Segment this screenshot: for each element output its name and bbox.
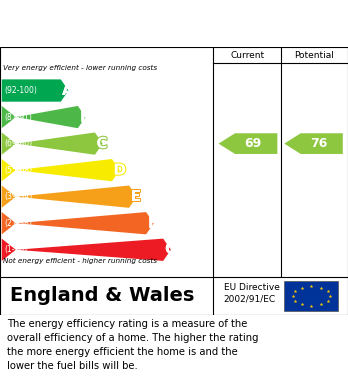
Text: Potential: Potential: [294, 51, 334, 60]
Text: B: B: [79, 109, 91, 125]
Text: EU Directive
2002/91/EC: EU Directive 2002/91/EC: [224, 283, 280, 303]
Text: Very energy efficient - lower running costs: Very energy efficient - lower running co…: [3, 65, 158, 71]
Text: (39-54): (39-54): [4, 192, 32, 201]
Polygon shape: [284, 133, 343, 154]
Text: Energy Efficiency Rating: Energy Efficiency Rating: [10, 15, 239, 33]
Text: B: B: [79, 109, 91, 125]
Text: (55-68): (55-68): [4, 166, 32, 175]
Text: England & Wales: England & Wales: [10, 287, 195, 305]
Polygon shape: [2, 106, 86, 128]
Polygon shape: [2, 133, 103, 155]
Text: The energy efficiency rating is a measure of the
overall efficiency of a home. T: The energy efficiency rating is a measur…: [7, 319, 259, 371]
Text: (21-38): (21-38): [4, 219, 32, 228]
Text: G: G: [165, 242, 177, 257]
Text: E: E: [130, 189, 141, 204]
Polygon shape: [2, 212, 154, 234]
Text: E: E: [130, 189, 141, 204]
Text: 76: 76: [310, 137, 327, 150]
Text: D: D: [113, 163, 126, 178]
Polygon shape: [2, 239, 171, 261]
Text: F: F: [148, 216, 158, 231]
FancyBboxPatch shape: [285, 281, 338, 311]
Text: (81-91): (81-91): [4, 113, 32, 122]
Text: D: D: [113, 163, 126, 178]
Polygon shape: [2, 79, 69, 102]
Text: (69-80): (69-80): [4, 139, 32, 148]
Text: F: F: [148, 216, 158, 231]
Text: G: G: [165, 242, 177, 257]
Text: C: C: [96, 136, 108, 151]
Text: (1-20): (1-20): [4, 245, 27, 254]
Polygon shape: [2, 159, 120, 181]
Text: Current: Current: [230, 51, 264, 60]
Text: A: A: [62, 83, 74, 98]
Text: A: A: [62, 83, 74, 98]
Polygon shape: [219, 133, 277, 154]
Text: Not energy efficient - higher running costs: Not energy efficient - higher running co…: [3, 258, 158, 264]
Polygon shape: [2, 186, 137, 208]
Text: (92-100): (92-100): [4, 86, 37, 95]
Text: C: C: [96, 136, 108, 151]
Text: 69: 69: [244, 137, 261, 150]
